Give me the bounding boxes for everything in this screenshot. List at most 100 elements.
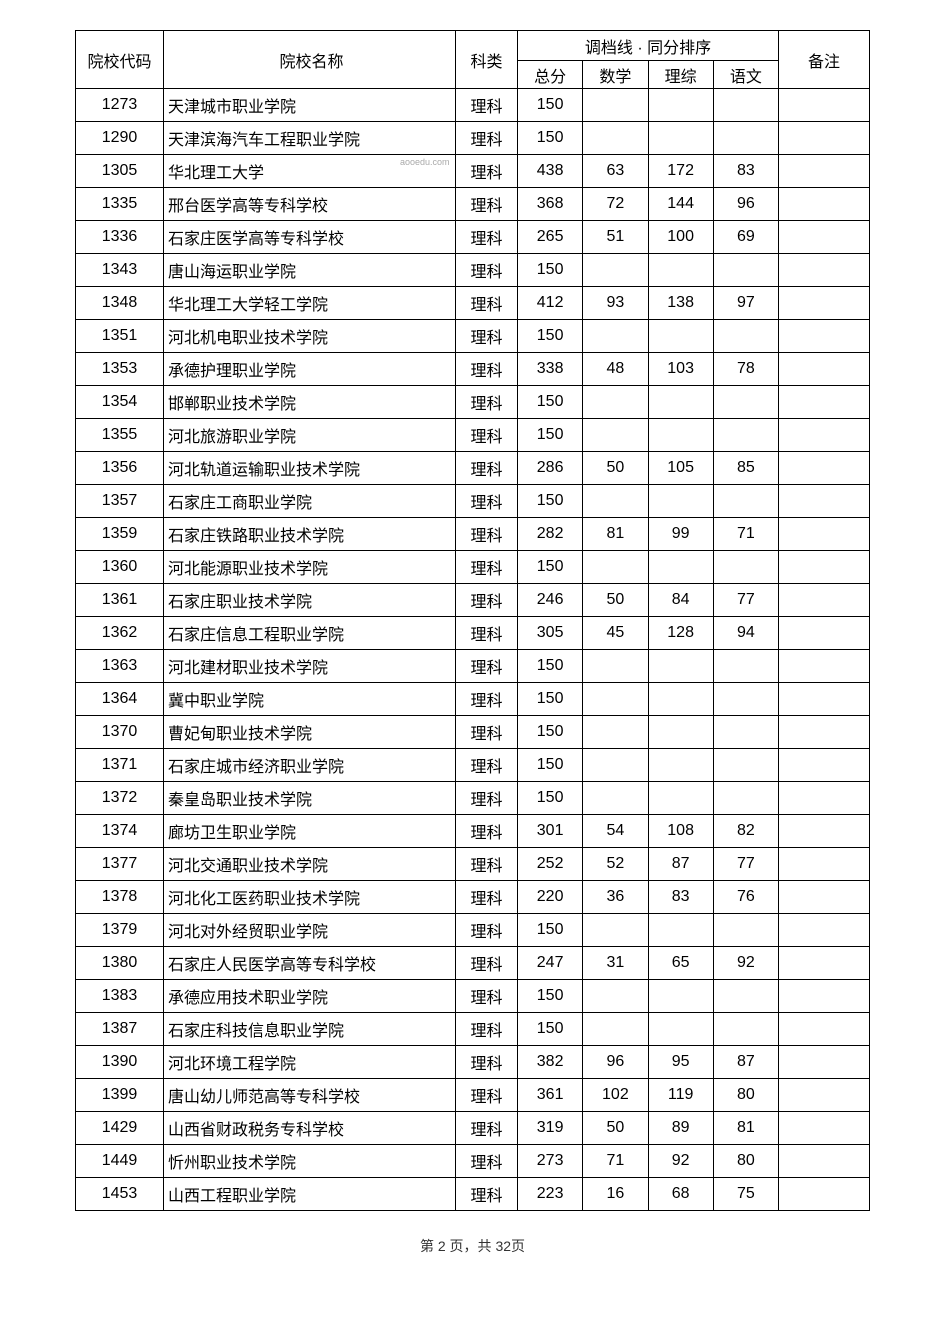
cell-cat: 理科 — [456, 716, 518, 749]
cell-name: 唐山幼儿师范高等专科学校 — [164, 1079, 456, 1112]
cell-chi — [713, 254, 778, 287]
cell-cat: 理科 — [456, 518, 518, 551]
cell-code: 1377 — [76, 848, 164, 881]
cell-code: 1374 — [76, 815, 164, 848]
cell-note — [779, 980, 870, 1013]
table-row: 1370曹妃甸职业技术学院理科150 — [76, 716, 870, 749]
table-row: 1378河北化工医药职业技术学院理科220368376 — [76, 881, 870, 914]
cell-code: 1372 — [76, 782, 164, 815]
cell-total: 150 — [518, 1013, 583, 1046]
cell-comp: 103 — [648, 353, 713, 386]
table-row: 1359石家庄铁路职业技术学院理科282819971 — [76, 518, 870, 551]
cell-code: 1387 — [76, 1013, 164, 1046]
cell-math: 50 — [583, 584, 648, 617]
cell-name: 天津滨海汽车工程职业学院 — [164, 122, 456, 155]
cell-math — [583, 320, 648, 353]
cell-math: 50 — [583, 1112, 648, 1145]
cell-chi — [713, 980, 778, 1013]
cell-total: 150 — [518, 683, 583, 716]
cell-code: 1359 — [76, 518, 164, 551]
cell-total: 252 — [518, 848, 583, 881]
cell-total: 150 — [518, 782, 583, 815]
cell-math: 63 — [583, 155, 648, 188]
cell-code: 1335 — [76, 188, 164, 221]
cell-code: 1343 — [76, 254, 164, 287]
cell-cat: 理科 — [456, 650, 518, 683]
cell-name: 河北旅游职业学院 — [164, 419, 456, 452]
table-row: 1383承德应用技术职业学院理科150 — [76, 980, 870, 1013]
cell-name: 石家庄铁路职业技术学院 — [164, 518, 456, 551]
table-row: 1380石家庄人民医学高等专科学校理科247316592 — [76, 947, 870, 980]
cell-cat: 理科 — [456, 1013, 518, 1046]
cell-name: 承德应用技术职业学院 — [164, 980, 456, 1013]
table-row: 1377河北交通职业技术学院理科252528777 — [76, 848, 870, 881]
cell-note — [779, 155, 870, 188]
cell-math: 45 — [583, 617, 648, 650]
header-note: 备注 — [779, 31, 870, 89]
cell-chi: 75 — [713, 1178, 778, 1211]
cell-note — [779, 815, 870, 848]
cell-cat: 理科 — [456, 551, 518, 584]
cell-name: 河北交通职业技术学院 — [164, 848, 456, 881]
cell-cat: 理科 — [456, 749, 518, 782]
cell-note — [779, 122, 870, 155]
cell-comp: 119 — [648, 1079, 713, 1112]
cell-note — [779, 89, 870, 122]
cell-math — [583, 683, 648, 716]
cell-note — [779, 749, 870, 782]
cell-math: 48 — [583, 353, 648, 386]
cell-chi: 81 — [713, 1112, 778, 1145]
table-row: 1453山西工程职业学院理科223166875 — [76, 1178, 870, 1211]
cell-code: 1354 — [76, 386, 164, 419]
cell-chi: 77 — [713, 584, 778, 617]
cell-note — [779, 221, 870, 254]
cell-chi — [713, 551, 778, 584]
cell-comp — [648, 650, 713, 683]
cell-cat: 理科 — [456, 155, 518, 188]
cell-name: 秦皇岛职业技术学院 — [164, 782, 456, 815]
cell-name: 冀中职业学院 — [164, 683, 456, 716]
cell-chi: 77 — [713, 848, 778, 881]
table-row: 1348华北理工大学轻工学院理科4129313897 — [76, 287, 870, 320]
cell-chi — [713, 320, 778, 353]
cell-math — [583, 914, 648, 947]
cell-name: 承德护理职业学院 — [164, 353, 456, 386]
cell-total: 265 — [518, 221, 583, 254]
table-row: 1364冀中职业学院理科150 — [76, 683, 870, 716]
cell-cat: 理科 — [456, 980, 518, 1013]
cell-note — [779, 716, 870, 749]
cell-name: 河北轨道运输职业技术学院 — [164, 452, 456, 485]
cell-comp: 83 — [648, 881, 713, 914]
cell-note — [779, 584, 870, 617]
cell-comp: 108 — [648, 815, 713, 848]
cell-chi: 80 — [713, 1079, 778, 1112]
cell-note — [779, 914, 870, 947]
cell-chi: 71 — [713, 518, 778, 551]
cell-name: 河北环境工程学院 — [164, 1046, 456, 1079]
cell-cat: 理科 — [456, 287, 518, 320]
cell-total: 223 — [518, 1178, 583, 1211]
cell-cat: 理科 — [456, 89, 518, 122]
cell-name: 石家庄信息工程职业学院 — [164, 617, 456, 650]
cell-total: 150 — [518, 749, 583, 782]
cell-math: 31 — [583, 947, 648, 980]
cell-comp: 65 — [648, 947, 713, 980]
cell-cat: 理科 — [456, 419, 518, 452]
admission-scores-table: 院校代码 院校名称 科类 调档线 · 同分排序 备注 总分 数学 理综 语文 1… — [75, 30, 870, 1211]
cell-note — [779, 1046, 870, 1079]
cell-total: 305 — [518, 617, 583, 650]
cell-code: 1383 — [76, 980, 164, 1013]
table-row: 1379河北对外经贸职业学院理科150 — [76, 914, 870, 947]
cell-comp — [648, 89, 713, 122]
cell-comp: 92 — [648, 1145, 713, 1178]
cell-total: 368 — [518, 188, 583, 221]
cell-math: 16 — [583, 1178, 648, 1211]
cell-code: 1348 — [76, 287, 164, 320]
cell-name: 廊坊卫生职业学院 — [164, 815, 456, 848]
cell-comp: 144 — [648, 188, 713, 221]
cell-math: 81 — [583, 518, 648, 551]
table-row: 1374廊坊卫生职业学院理科3015410882 — [76, 815, 870, 848]
cell-total: 150 — [518, 89, 583, 122]
cell-cat: 理科 — [456, 617, 518, 650]
cell-note — [779, 947, 870, 980]
